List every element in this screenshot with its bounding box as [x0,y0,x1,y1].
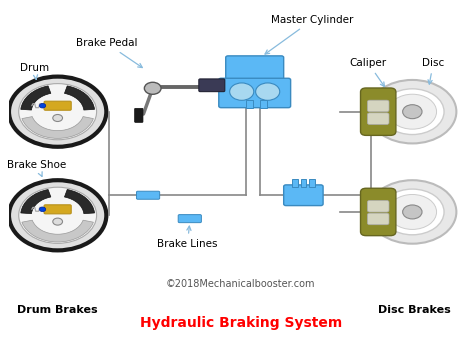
Text: ©2018Mechanicalbooster.com: ©2018Mechanicalbooster.com [166,279,316,289]
Text: Disc: Disc [422,58,444,84]
FancyBboxPatch shape [361,88,396,135]
Circle shape [402,205,422,219]
FancyBboxPatch shape [178,215,201,223]
Text: Drum: Drum [20,63,49,79]
Circle shape [9,76,106,147]
Wedge shape [21,86,51,110]
Text: Hydraulic Braking System: Hydraulic Braking System [140,316,342,330]
Circle shape [381,89,444,134]
Bar [246,100,253,108]
Text: Drum Brakes: Drum Brakes [18,305,98,315]
Circle shape [39,103,46,108]
Circle shape [402,105,422,119]
Wedge shape [22,117,93,139]
Circle shape [145,82,161,94]
Text: Brake Pedal: Brake Pedal [75,38,142,67]
Bar [260,100,267,108]
FancyBboxPatch shape [135,108,143,122]
Circle shape [53,115,63,122]
Wedge shape [64,86,94,110]
FancyBboxPatch shape [367,113,389,124]
Wedge shape [22,220,93,242]
FancyBboxPatch shape [367,201,389,212]
FancyBboxPatch shape [361,188,396,236]
FancyBboxPatch shape [199,79,225,92]
FancyBboxPatch shape [219,78,291,108]
Text: Brake Lines: Brake Lines [157,226,218,249]
Circle shape [255,83,280,100]
Circle shape [9,180,106,250]
Text: Brake Shoe: Brake Shoe [7,160,66,177]
FancyBboxPatch shape [367,213,389,225]
Circle shape [39,207,46,212]
FancyBboxPatch shape [283,185,323,206]
Wedge shape [64,189,94,214]
Circle shape [18,84,97,140]
Wedge shape [21,189,51,214]
Text: Disc Brakes: Disc Brakes [378,305,451,315]
Circle shape [230,83,254,100]
Circle shape [388,194,437,229]
Bar [309,179,315,187]
FancyBboxPatch shape [137,191,160,199]
Text: Master Cylinder: Master Cylinder [265,15,354,54]
FancyBboxPatch shape [226,56,283,83]
Circle shape [381,189,444,235]
Circle shape [388,94,437,129]
Text: Caliper: Caliper [350,58,387,87]
Circle shape [53,218,63,225]
FancyBboxPatch shape [367,100,389,112]
Bar [292,179,298,187]
Circle shape [18,187,97,243]
FancyBboxPatch shape [44,101,71,110]
Bar [301,179,306,187]
Circle shape [368,180,456,244]
Circle shape [368,80,456,144]
FancyBboxPatch shape [44,205,71,214]
